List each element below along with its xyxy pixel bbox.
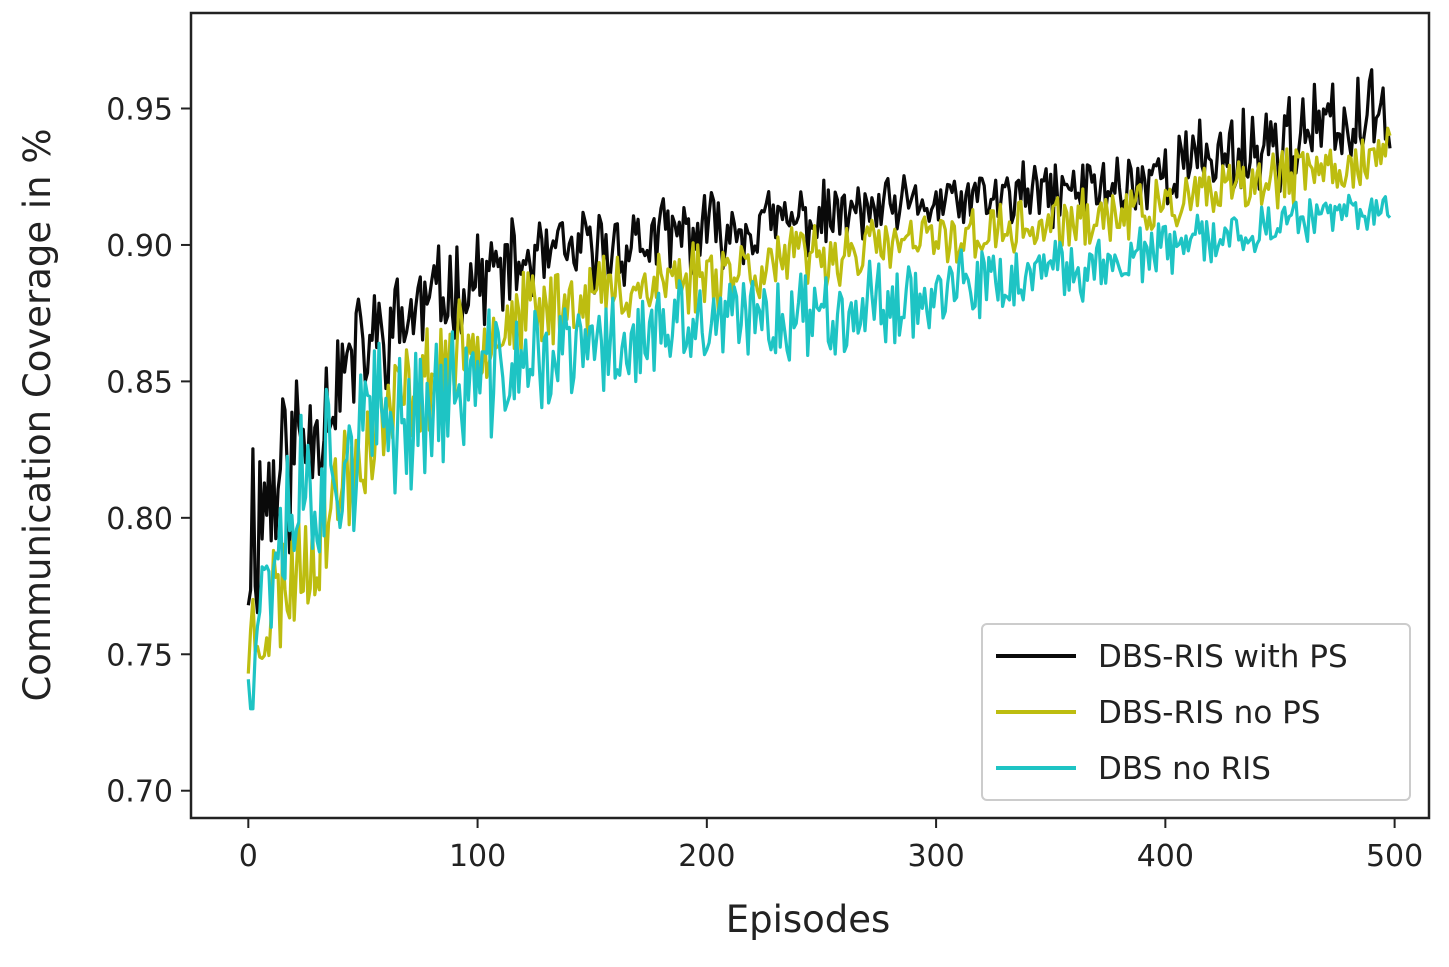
legend-label-2: DBS-RIS no PS: [1098, 695, 1321, 731]
y-tick-label: 0.75: [106, 638, 173, 673]
y-tick-label: 0.80: [106, 502, 173, 537]
y-tick-label: 0.85: [106, 365, 173, 400]
x-tick-label: 200: [678, 839, 735, 874]
y-axis: 0.70 0.75 0.80 0.85 0.90 0.95: [106, 93, 191, 810]
x-tick-label: 500: [1366, 839, 1423, 874]
legend-label-1: DBS-RIS with PS: [1098, 639, 1348, 675]
series-line-3: [246, 193, 1392, 711]
x-tick-label: 0: [239, 839, 258, 874]
x-tick-label: 300: [907, 839, 964, 874]
x-axis: 0 100 200 300 400 500: [239, 818, 1423, 874]
legend-box: [981, 623, 1411, 801]
plot-frame: [189, 11, 1431, 820]
x-tick-label: 400: [1137, 839, 1194, 874]
legend: DBS-RIS with PS DBS-RIS no PS DBS no RIS: [981, 623, 1411, 801]
legend-label-3: DBS no RIS: [1098, 751, 1271, 787]
series-line-1: [246, 68, 1392, 615]
y-tick-label: 0.90: [106, 229, 173, 264]
series-layer: [246, 68, 1392, 711]
x-tick-label: 100: [449, 839, 506, 874]
y-tick-label: 0.70: [106, 775, 173, 810]
y-axis-label: Communication Coverage in %: [16, 128, 59, 701]
x-axis-label: Episodes: [726, 898, 891, 941]
y-tick-label: 0.95: [106, 93, 173, 128]
